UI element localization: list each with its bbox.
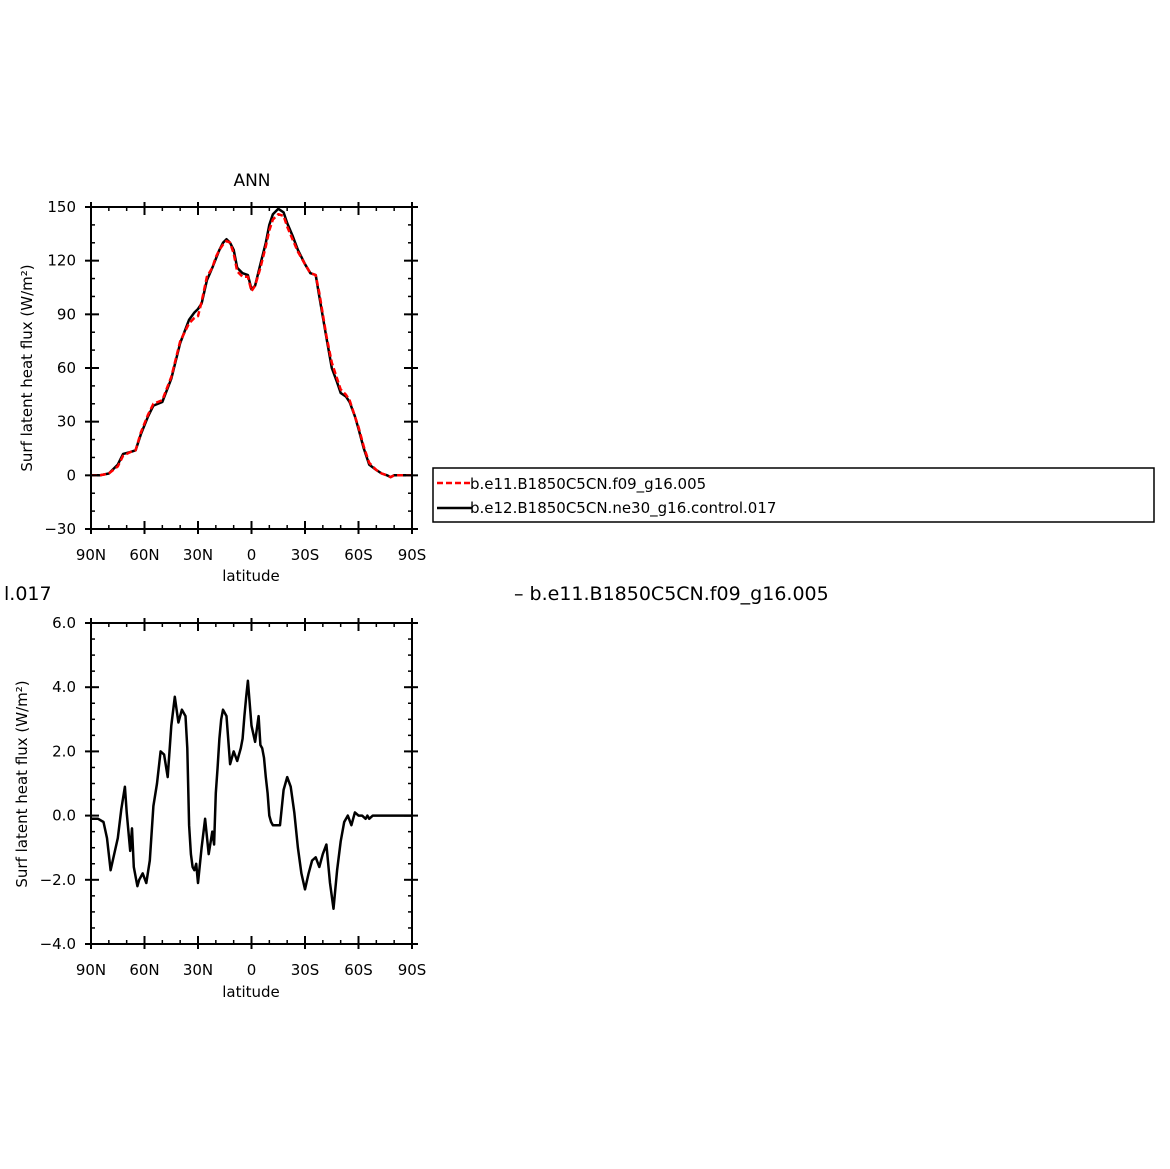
- top-x-tick-labels: 90N 60N 30N 0 30S 60S 90S: [76, 546, 426, 564]
- top-x-tick-label: 90N: [76, 546, 106, 564]
- top-x-tick-label: 30S: [291, 546, 320, 564]
- top-y-tick-label: −30: [44, 520, 76, 538]
- bottom-y-tick-label: −4.0: [40, 935, 76, 953]
- bottom-x-tick-label: 90N: [76, 961, 106, 979]
- top-y-tick-label: 30: [57, 413, 76, 431]
- top-x-tick-label: 60N: [129, 546, 159, 564]
- top-x-tick-label: 60S: [344, 546, 373, 564]
- legend-entry-1: b.e12.B1850C5CN.ne30_g16.control.017: [470, 499, 776, 518]
- bottom-x-tick-label: 30S: [291, 961, 320, 979]
- top-x-tick-label: 0: [247, 546, 257, 564]
- bottom-y-tick-label: 0.0: [52, 807, 76, 825]
- top-y-tick-label: 60: [57, 359, 76, 377]
- legend-box: [432, 467, 1155, 523]
- bottom-plot-frame: [90, 622, 413, 945]
- top-y-axis-label: Surf latent heat flux (W/m²): [18, 264, 36, 471]
- bottom-x-axis-label: latitude: [222, 983, 280, 1001]
- top-y-tick-label: 150: [47, 198, 76, 216]
- bottom-y-tick-label: 2.0: [52, 742, 76, 760]
- top-title: ANN: [233, 171, 270, 191]
- top-panel: ANN 90N 60N 30N 0 30S 60S 90S −30 0 30 60 90 120 150…: [18, 171, 426, 585]
- top-ticks: [85, 202, 418, 534]
- difference-label: – b.e11.B1850C5CN.f09_g16.005: [514, 583, 829, 605]
- bottom-y-tick-label: −2.0: [40, 871, 76, 889]
- top-series-lines: [91, 207, 412, 479]
- top-x-tick-label: 30N: [183, 546, 213, 564]
- bottom-ticks: [85, 618, 418, 949]
- top-series-line-0: [91, 212, 412, 479]
- bottom-series-line-0: [91, 679, 412, 910]
- bottom-y-axis-label: Surf latent heat flux (W/m²): [13, 680, 31, 887]
- top-x-axis-label: latitude: [222, 567, 280, 585]
- bottom-y-tick-label: 6.0: [52, 614, 76, 632]
- bottom-series-lines: [91, 679, 412, 910]
- bottom-x-tick-label: 0: [247, 961, 257, 979]
- legend-entry-0: b.e11.B1850C5CN.f09_g16.005: [470, 475, 706, 494]
- top-y-tick-label: 90: [57, 305, 76, 323]
- top-y-tick-label: 0: [66, 466, 76, 484]
- bottom-x-tick-label: 90S: [398, 961, 427, 979]
- top-y-tick-label: 120: [47, 252, 76, 270]
- clipped-label-fragment: l.017: [4, 583, 52, 605]
- bottom-x-tick-label: 60N: [129, 961, 159, 979]
- legend: b.e11.B1850C5CN.f09_g16.005 b.e12.B1850C…: [432, 467, 1155, 523]
- top-x-tick-label: 90S: [398, 546, 427, 564]
- top-plot-frame: [90, 206, 413, 530]
- bottom-x-tick-label: 30N: [183, 961, 213, 979]
- bottom-y-tick-label: 4.0: [52, 678, 76, 696]
- bottom-y-tick-labels: −4.0 −2.0 0.0 2.0 4.0 6.0: [40, 614, 76, 953]
- bottom-x-tick-labels: 90N 60N 30N 0 30S 60S 90S: [76, 961, 426, 979]
- bottom-x-tick-label: 60S: [344, 961, 373, 979]
- top-y-tick-labels: −30 0 30 60 90 120 150: [44, 198, 76, 538]
- bottom-panel: 90N 60N 30N 0 30S 60S 90S −4.0 −2.0 0.0 2.0 4.0 6.0…: [13, 614, 426, 1001]
